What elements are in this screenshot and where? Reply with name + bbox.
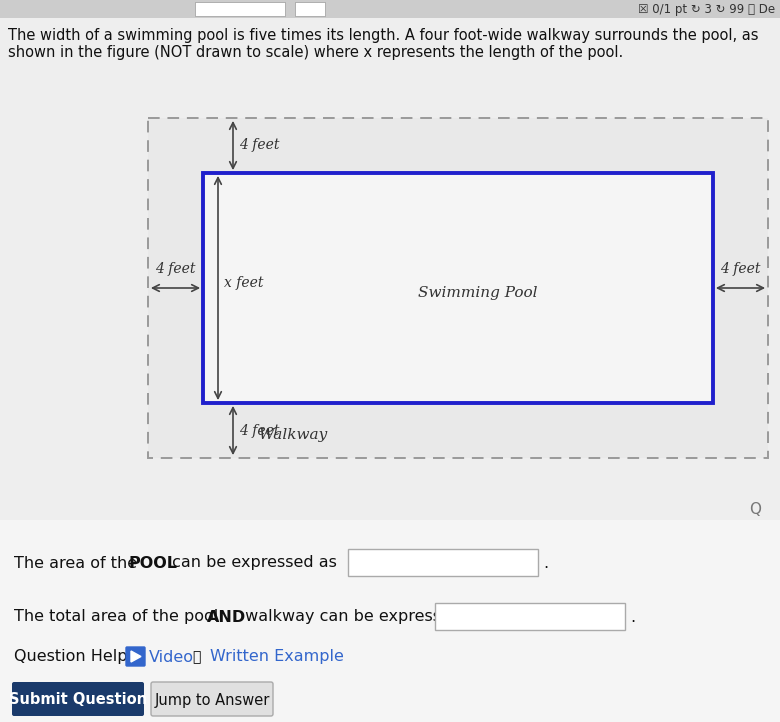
Bar xyxy=(0,0,780,18)
Text: walkway can be expressed as: walkway can be expressed as xyxy=(240,609,484,625)
FancyBboxPatch shape xyxy=(12,682,144,716)
Polygon shape xyxy=(131,651,141,662)
Text: 4 feet: 4 feet xyxy=(239,139,279,152)
Text: AND: AND xyxy=(207,609,246,625)
Text: can be expressed as: can be expressed as xyxy=(167,555,337,570)
Text: shown in the figure (NOT drawn to scale) where x represents the length of the po: shown in the figure (NOT drawn to scale)… xyxy=(8,45,623,60)
Bar xyxy=(295,2,325,16)
Bar xyxy=(195,2,285,16)
FancyBboxPatch shape xyxy=(151,682,273,716)
Text: .: . xyxy=(630,609,635,625)
Text: The area of the: The area of the xyxy=(14,555,142,570)
Text: ☒ 0/1 pt ↻ 3 ↻ 99 ⓘ De: ☒ 0/1 pt ↻ 3 ↻ 99 ⓘ De xyxy=(638,4,775,17)
Text: POOL: POOL xyxy=(129,555,178,570)
Text: 📄: 📄 xyxy=(192,650,200,664)
Text: Jump to Answer: Jump to Answer xyxy=(154,692,270,708)
Text: x feet: x feet xyxy=(224,276,264,290)
Text: Written Example: Written Example xyxy=(210,650,344,664)
Bar xyxy=(435,603,625,630)
Text: Swimming Pool: Swimming Pool xyxy=(418,286,537,300)
Bar xyxy=(203,173,713,403)
Text: Walkway: Walkway xyxy=(259,428,327,443)
Bar xyxy=(148,118,768,458)
Text: Q: Q xyxy=(749,503,761,518)
FancyBboxPatch shape xyxy=(126,647,145,666)
Text: The width of a swimming pool is five times its length. A four foot-wide walkway : The width of a swimming pool is five tim… xyxy=(8,28,758,43)
Text: 4 feet: 4 feet xyxy=(720,262,760,276)
Bar xyxy=(0,520,780,722)
Text: Question Help:: Question Help: xyxy=(14,650,133,664)
Text: The total area of the pool: The total area of the pool xyxy=(14,609,223,625)
Text: 4 feet: 4 feet xyxy=(155,262,196,276)
Text: .: . xyxy=(543,555,548,570)
Text: Submit Question: Submit Question xyxy=(9,692,147,708)
Text: 4 feet: 4 feet xyxy=(239,424,279,438)
Bar xyxy=(348,549,538,576)
Text: Video: Video xyxy=(149,650,194,664)
